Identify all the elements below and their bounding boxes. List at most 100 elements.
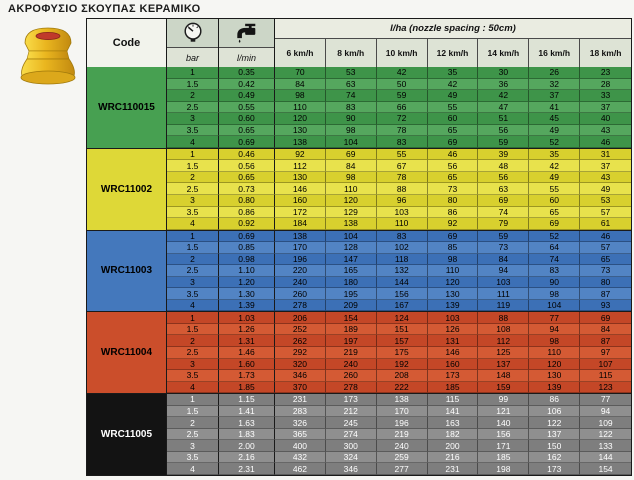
application-rate-value: 56 [478,171,530,184]
application-rate-value: 97 [580,347,631,359]
flow-rate-lmin-value: 2.00 [219,440,275,452]
application-rate-value: 69 [529,218,581,230]
application-rate-value: 200 [427,440,479,452]
application-rate-value: 260 [325,370,377,382]
application-rate-value: 77 [529,312,581,324]
pressure-bar-value: 1.5 [167,160,219,172]
pressure-bar-value: 3 [167,276,219,289]
pressure-bar-value: 4 [167,381,219,394]
application-rate-value: 49 [529,124,581,137]
flow-rate-lmin-value: 0.56 [219,160,275,172]
application-rate-value: 42 [427,78,479,91]
application-rate-value: 45 [529,113,581,125]
application-rate-value: 144 [580,451,631,464]
application-rate-value: 56 [478,124,530,137]
application-rate-value: 104 [325,136,377,148]
application-rate-value: 33 [580,90,631,102]
application-rate-value: 60 [427,113,479,125]
application-rate-value: 78 [376,124,428,137]
application-rate-value: 84 [580,323,631,336]
application-rate-value: 196 [376,417,428,429]
application-rate-value: 88 [376,183,428,195]
speed-column-header: 14 km/h [478,39,530,67]
application-rate-value: 146 [427,347,479,359]
application-rate-value: 57 [580,242,631,254]
application-rate-value: 87 [580,288,631,300]
application-rate-value: 163 [427,417,479,429]
application-rate-value: 167 [376,299,428,312]
flow-rate-lmin-value: 1.26 [219,323,275,336]
application-rate-value: 147 [325,253,377,266]
application-rate-value: 320 [275,358,326,371]
application-rate-value: 156 [478,428,530,441]
application-rate-value: 222 [376,381,428,394]
pressure-bar-value: 3.5 [167,451,219,464]
pressure-bar-value: 2 [167,171,219,184]
flow-rate-lmin-value: 1.63 [219,417,275,429]
application-rate-value: 26 [529,67,581,79]
application-rate-value: 112 [275,160,326,172]
application-rate-value: 259 [376,451,428,464]
application-rate-value: 103 [376,206,428,219]
pressure-bar-value: 1 [167,148,219,161]
application-rate-value: 260 [275,288,326,300]
application-rate-value: 84 [275,78,326,91]
application-rate-value: 196 [275,253,326,266]
pressure-bar-value: 4 [167,136,219,148]
application-rate-value: 170 [275,242,326,254]
application-rate-value: 139 [427,299,479,312]
application-rate-value: 110 [275,101,326,114]
application-rate-value: 109 [580,417,631,429]
pressure-bar-value: 1 [167,67,219,79]
application-rate-value: 98 [529,288,581,300]
code-column-header: Code [87,19,167,68]
application-rate-value: 83 [529,265,581,277]
application-rate-value: 49 [529,171,581,184]
application-rate-value: 66 [376,101,428,114]
application-rate-value: 60 [529,194,581,207]
application-rate-value: 102 [376,242,428,254]
application-rate-value: 86 [427,206,479,219]
application-rate-value: 94 [580,405,631,418]
application-rate-value: 118 [376,253,428,266]
application-rate-value: 115 [427,394,479,406]
flow-rate-lmin-value: 0.49 [219,90,275,102]
application-rate-value: 123 [580,381,631,394]
application-rate-value: 63 [478,183,530,195]
application-rate-value: 65 [427,124,479,137]
pressure-bar-value: 3.5 [167,206,219,219]
application-rate-value: 150 [529,440,581,452]
pressure-bar-value: 1 [167,230,219,243]
application-rate-value: 61 [580,218,631,230]
application-rate-value: 31 [580,148,631,161]
nozzle-photo [10,24,86,88]
application-rate-value: 32 [529,78,581,91]
application-rate-value: 139 [529,381,581,394]
application-rate-value: 173 [325,394,377,406]
application-rate-value: 83 [325,101,377,114]
application-rate-value: 59 [376,90,428,102]
flow-rate-lmin-value: 1.15 [219,394,275,406]
application-rate-value: 63 [325,78,377,91]
speed-column-header: 6 km/h [275,39,326,67]
application-rate-value: 94 [478,265,530,277]
flow-rate-lmin-value: 0.60 [219,113,275,125]
application-rate-value: 126 [427,323,479,336]
application-rate-value: 28 [580,78,631,91]
application-rate-value: 59 [478,230,530,243]
application-rate-value: 65 [529,206,581,219]
application-rate-value: 90 [325,113,377,125]
table-header: Code bar [87,19,631,68]
application-rate-value: 156 [376,288,428,300]
flow-rate-lmin-value: 0.65 [219,124,275,137]
application-rate-value: 240 [325,358,377,371]
application-rate-value: 146 [275,183,326,195]
application-rate-value: 37 [580,160,631,172]
flow-rate-lmin-value: 2.31 [219,463,275,475]
application-rate-value: 59 [478,136,530,148]
application-rate-value: 98 [427,253,479,266]
application-rate-value: 42 [529,160,581,172]
application-rate-value: 107 [580,358,631,371]
application-rate-value: 49 [580,183,631,195]
application-rate-value: 70 [275,67,326,79]
